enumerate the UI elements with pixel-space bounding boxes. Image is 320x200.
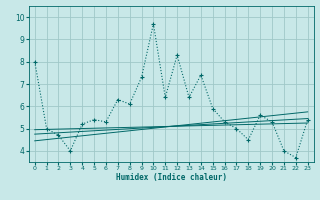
X-axis label: Humidex (Indice chaleur): Humidex (Indice chaleur): [116, 173, 227, 182]
